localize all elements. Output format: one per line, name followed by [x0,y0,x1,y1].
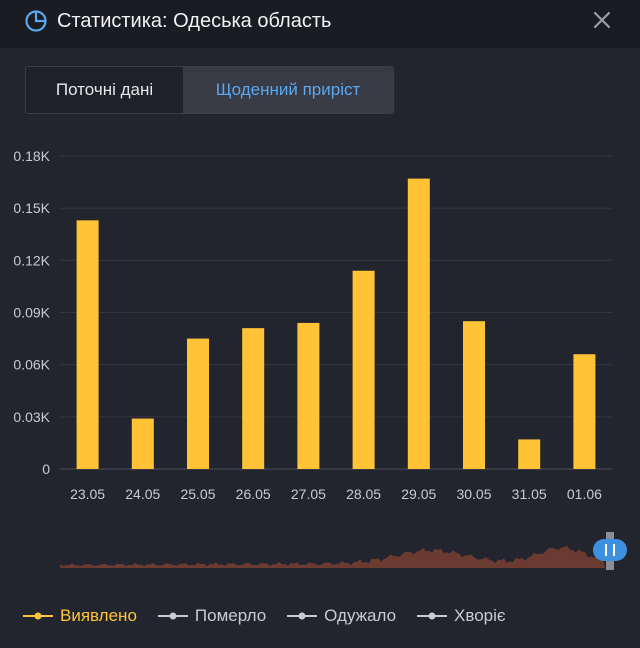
legend-item-detected[interactable]: Виявлено [22,606,137,626]
bar[interactable] [242,328,265,469]
legend-label: Виявлено [60,606,137,625]
close-icon[interactable] [588,6,616,34]
legend-item-sick[interactable]: Хворіє [416,606,506,626]
legend-label: Одужало [324,606,397,625]
bar[interactable] [463,321,485,469]
x-tick-label: 31.05 [512,486,547,502]
x-tick-label: 27.05 [291,486,326,502]
navigator-handle[interactable] [593,539,627,561]
view-tabs: Поточні дані Щоденний приріст [25,66,394,114]
bar[interactable] [131,418,154,469]
y-tick-label: 0.06K [13,357,50,373]
bar[interactable] [187,338,209,469]
bar[interactable] [76,220,99,469]
chart-legend: Виявлено Померло Одужало Хворіє [22,604,526,628]
legend-line-icon [287,612,318,620]
legend-line-icon [157,612,188,620]
pie-chart-icon [25,10,47,32]
x-tick-label: 01.06 [567,486,602,502]
x-tick-label: 29.05 [401,486,436,502]
x-tick-label: 30.05 [456,486,491,502]
dialog-header: Статистика: Одеська область [0,0,640,48]
bar[interactable] [518,439,541,469]
navigator-series [60,545,605,568]
y-tick-label: 0.15K [13,200,50,216]
bar[interactable] [352,270,375,469]
daily-growth-bar-chart: 0 0.03K 0.06K 0.09K 0.12K 0.15K 0.18K 23.05 24.0… [13,148,612,502]
x-tick-label: 25.05 [180,486,215,502]
tab-daily-growth[interactable]: Щоденний приріст [183,67,393,113]
x-tick-label: 26.05 [236,486,271,502]
dialog-title: Статистика: Одеська область [57,10,332,32]
legend-line-icon [23,612,53,620]
x-tick-label: 23.05 [70,486,105,502]
tab-current-data[interactable]: Поточні дані [26,67,183,113]
x-tick-label: 24.05 [125,486,160,502]
y-tick-label: 0.18K [13,148,50,164]
legend-line-icon [417,612,448,620]
y-tick-label: 0 [42,461,50,477]
bar[interactable] [297,322,320,469]
legend-item-died[interactable]: Померло [157,606,266,626]
legend-item-recovered[interactable]: Одужало [286,606,396,626]
legend-label: Хворіє [454,606,506,625]
y-tick-label: 0.09K [13,305,50,321]
legend-label: Померло [194,606,267,625]
bar[interactable] [573,354,596,469]
y-tick-label: 0.03K [13,409,50,425]
y-tick-label: 0.12K [13,252,50,268]
range-navigator[interactable] [60,532,630,572]
x-tick-label: 28.05 [346,486,381,502]
bar[interactable] [407,178,430,469]
